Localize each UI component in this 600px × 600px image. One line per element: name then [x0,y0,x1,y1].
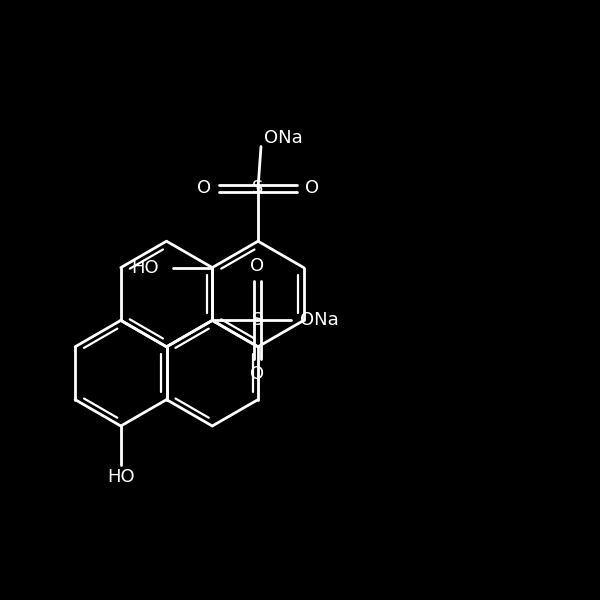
Text: HO: HO [131,259,158,277]
Text: O: O [250,257,264,275]
Text: ONa: ONa [300,311,338,329]
Text: S: S [251,311,263,329]
Text: HO: HO [107,468,134,486]
Text: S: S [253,179,263,197]
Text: O: O [250,365,264,383]
Text: ONa: ONa [264,128,303,146]
Text: O: O [305,179,319,197]
Text: O: O [197,179,211,197]
